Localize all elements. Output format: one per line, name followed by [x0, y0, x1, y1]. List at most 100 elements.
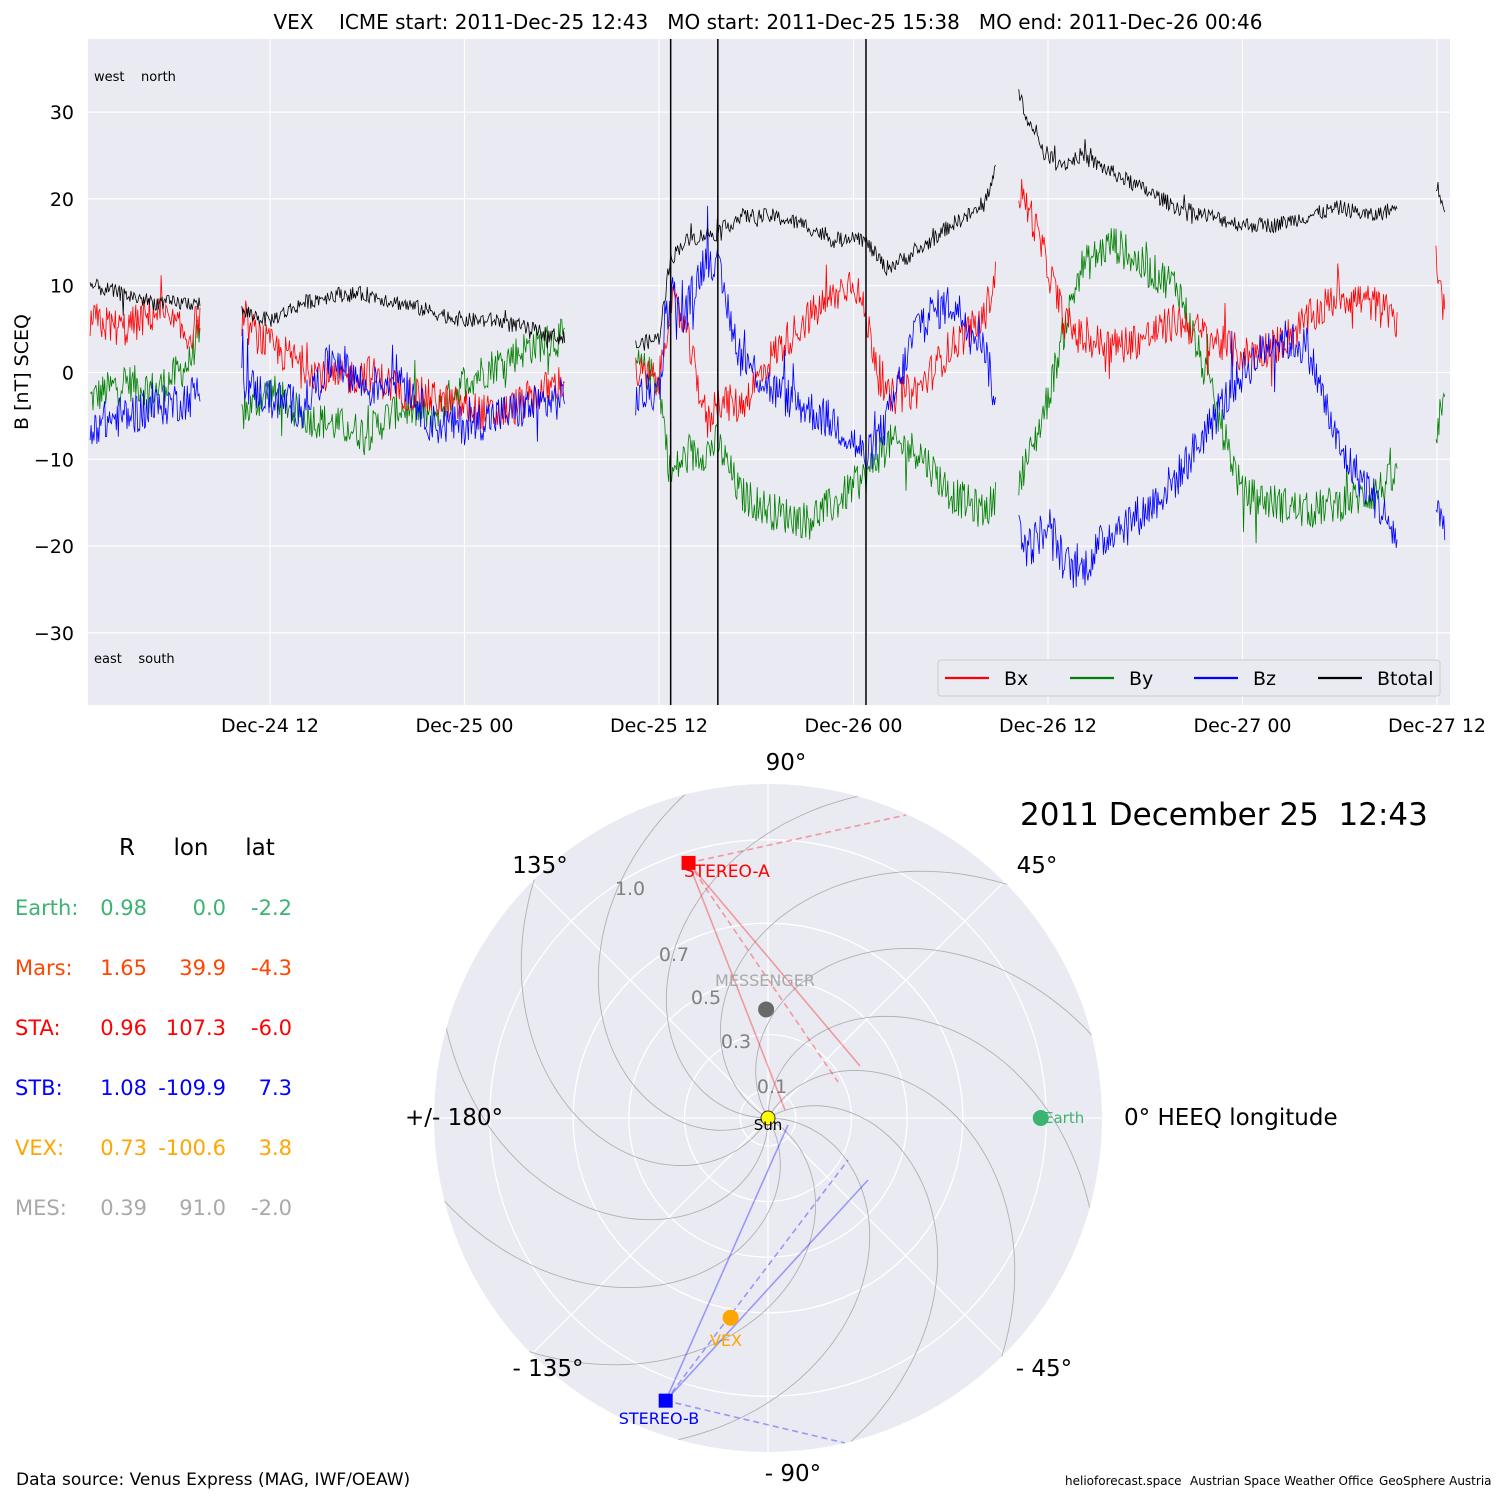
- table-row-name: VEX:: [15, 1136, 64, 1160]
- angle-label: - 135°: [512, 1356, 583, 1382]
- credit-aswo: Austrian Space Weather Office: [1190, 1474, 1374, 1488]
- parker-spiral-line: [755, 947, 1102, 1119]
- y-tick-label: 10: [50, 276, 74, 298]
- legend-label: Bx: [1004, 668, 1028, 690]
- parker-spiral-line: [597, 784, 769, 1131]
- messenger-label: MESSENGER: [715, 971, 815, 990]
- table-cell-lat: -6.0: [251, 1016, 292, 1040]
- table-cell-lat: -4.3: [251, 956, 292, 980]
- parker-spiral-line: [767, 1105, 939, 1452]
- y-tick-label: 0: [62, 363, 74, 385]
- polar-plot: 0.1 0.30.50.7 1.0 0° HEEQ longitude 45° 90° 13…: [405, 750, 1338, 1487]
- table-cell-r: 0.98: [100, 896, 147, 920]
- angle-label: 45°: [1017, 853, 1058, 879]
- table-cell-r: 1.08: [100, 1076, 147, 1100]
- spacecraft-view-line: [687, 862, 861, 1067]
- table-cell-lon: 91.0: [179, 1196, 226, 1220]
- table-header: R: [119, 835, 135, 861]
- angle-label: 0° HEEQ longitude: [1124, 1105, 1338, 1131]
- x-tick-label: Dec-26 12: [999, 715, 1097, 737]
- parker-spiral-line: [767, 1015, 1095, 1232]
- chart-title: VEX ICME start: 2011-Dec-25 12:43 MO sta…: [274, 10, 1263, 34]
- y-tick-label: −10: [34, 449, 74, 471]
- y-tick-label: −20: [34, 536, 74, 558]
- angle-label: 135°: [512, 853, 567, 879]
- table-cell-lat: -2.0: [251, 1196, 292, 1220]
- parker-spiral-line: [506, 1117, 816, 1366]
- series-by: [89, 228, 1446, 544]
- earth-label: Earth: [1044, 1109, 1084, 1127]
- timestamp: 2011 December 25 12:43: [1020, 797, 1428, 833]
- table-cell-lat: 3.8: [259, 1136, 292, 1160]
- parker-spiral-line: [665, 791, 882, 1119]
- parker-spiral-line: [654, 1117, 871, 1445]
- table-cell-r: 1.65: [100, 956, 147, 980]
- credit-helioforecast: helioforecast.space: [1065, 1474, 1182, 1488]
- sun-marker: [760, 1110, 776, 1126]
- x-tick-labels: Dec-24 12 Dec-25 00 Dec-25 12 Dec-26 00 Dec-…: [221, 715, 1486, 737]
- radial-tick-label: 0.1: [757, 1076, 787, 1098]
- table-row-name: MES:: [15, 1196, 67, 1220]
- x-tick-label: Dec-26 00: [804, 715, 902, 737]
- parker-spirals: [434, 784, 1102, 1452]
- y-tick-label: 20: [50, 189, 74, 211]
- parker-spiral-line: [767, 1070, 1016, 1380]
- angular-grid-line: [531, 881, 769, 1119]
- table-header: lon: [173, 835, 208, 861]
- angle-label: - 45°: [1016, 1356, 1072, 1382]
- table-header: lat: [245, 835, 275, 861]
- table-cell-lon: 107.3: [166, 1016, 226, 1040]
- table-cell-lon: -109.9: [158, 1076, 226, 1100]
- table-cell-lon: 0.0: [193, 896, 226, 920]
- angle-label: +/- 180°: [405, 1105, 503, 1131]
- credit-geosphere: GeoSphere Austria: [1379, 1474, 1492, 1488]
- stereo-a-marker: [681, 855, 696, 870]
- radial-tick-label: 1.0: [615, 878, 645, 900]
- parker-spiral-line: [441, 1004, 769, 1221]
- y-tick-labels: −30 −20 −10 0 10 20 30: [34, 102, 74, 645]
- legend-box: [937, 659, 1441, 697]
- grid-lines: [88, 39, 1450, 705]
- table-cell-r: 0.96: [100, 1016, 147, 1040]
- spacecraft-view-line: [665, 1159, 849, 1402]
- radial-tick-label: 0.7: [659, 944, 689, 966]
- table-row-name: Earth:: [15, 896, 78, 920]
- spacecraft-view-line: [688, 814, 907, 864]
- series-lines: [89, 89, 1446, 589]
- stereo-a-label: STEREO-A: [684, 862, 770, 882]
- parker-spiral-line: [720, 870, 1030, 1119]
- earth-marker: [1032, 1110, 1049, 1126]
- angle-label: 90°: [766, 750, 807, 776]
- table-cell-r: 0.39: [100, 1196, 147, 1220]
- vex-label: VEX: [710, 1331, 742, 1350]
- radial-tick-label: 0.5: [691, 987, 721, 1009]
- legend-label: Btotal: [1377, 668, 1433, 690]
- angular-grid-line: [767, 1117, 1005, 1355]
- spacecraft-view-line: [687, 862, 786, 1111]
- parker-spiral-line: [434, 1117, 781, 1289]
- y-tick-label: −30: [34, 623, 74, 645]
- messenger-marker: [758, 1001, 775, 1018]
- table-row-name: Mars:: [15, 956, 73, 980]
- event-lines: [669, 39, 867, 705]
- legend-label: Bz: [1253, 668, 1276, 690]
- y-axis-label: B [nT] SCEQ: [11, 314, 33, 430]
- stereo-b-label: STEREO-B: [619, 1409, 699, 1428]
- table-cell-r: 0.73: [100, 1136, 147, 1160]
- table-row-name: STB:: [15, 1076, 63, 1100]
- legend-label: By: [1129, 668, 1153, 690]
- table-cell-lat: 7.3: [259, 1076, 292, 1100]
- angular-grid-line: [531, 1117, 769, 1355]
- table-cell-lon: -100.6: [158, 1136, 226, 1160]
- series-bz: [89, 205, 1446, 589]
- series-btotal: [89, 89, 1446, 351]
- data-source: Data source: Venus Express (MAG, IWF/OEA…: [16, 1470, 410, 1490]
- x-tick-label: Dec-27 00: [1193, 715, 1291, 737]
- vex-marker: [722, 1309, 739, 1326]
- spacecraft-view-line: [664, 1124, 789, 1401]
- radial-tick-label: 0.3: [721, 1031, 751, 1053]
- spacecraft-view-line: [665, 1179, 869, 1402]
- y-tick-label: 30: [50, 102, 74, 124]
- corner-label-top: west north: [94, 70, 176, 85]
